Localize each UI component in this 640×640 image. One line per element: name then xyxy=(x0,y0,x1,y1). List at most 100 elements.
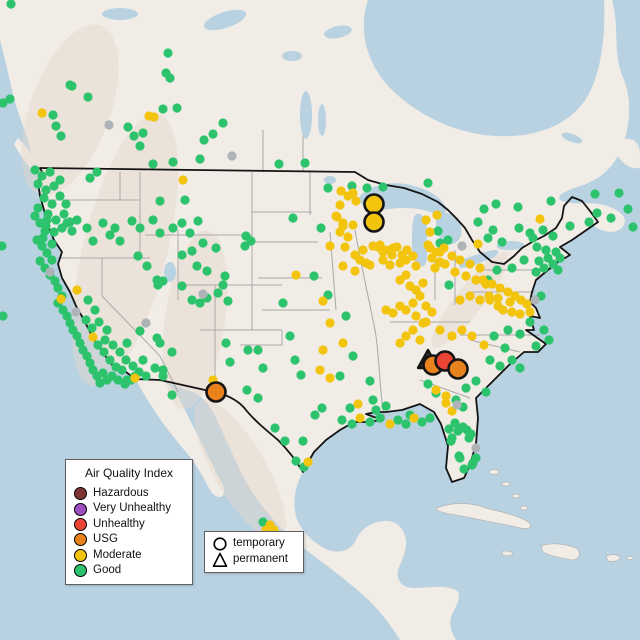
station-dot-good[interactable] xyxy=(253,393,263,403)
station-dot-good[interactable] xyxy=(49,181,59,191)
station-dot-good[interactable] xyxy=(67,226,77,236)
station-dot-moderate[interactable] xyxy=(432,210,442,220)
station-dot-good[interactable] xyxy=(513,202,523,212)
station-dot-moderate[interactable] xyxy=(425,227,435,237)
station-dot-good[interactable] xyxy=(123,122,133,132)
station-dot-good[interactable] xyxy=(49,227,59,237)
station-dot-no-data[interactable] xyxy=(141,318,151,328)
station-dot-good[interactable] xyxy=(30,211,40,221)
station-dot-good[interactable] xyxy=(82,351,92,361)
station-dot-good[interactable] xyxy=(39,193,49,203)
station-dot-moderate[interactable] xyxy=(447,251,457,261)
station-dot-good[interactable] xyxy=(59,209,69,219)
station-dot-good[interactable] xyxy=(218,280,228,290)
station-dot-moderate[interactable] xyxy=(388,243,398,253)
station-dot-moderate[interactable] xyxy=(440,259,450,269)
station-dot-good[interactable] xyxy=(177,281,187,291)
station-dot-moderate[interactable] xyxy=(493,293,503,303)
station-dot-good[interactable] xyxy=(492,265,502,275)
station-dot-good[interactable] xyxy=(35,256,45,266)
station-dot-good[interactable] xyxy=(323,183,333,193)
station-dot-good[interactable] xyxy=(155,228,165,238)
station-dot-good[interactable] xyxy=(453,426,463,436)
station-dot-moderate[interactable] xyxy=(447,331,457,341)
station-dot-moderate[interactable] xyxy=(378,255,388,265)
station-dot-moderate[interactable] xyxy=(343,191,353,201)
station-dot-good[interactable] xyxy=(135,326,145,336)
station-dot-moderate[interactable] xyxy=(381,245,391,255)
station-dot-good[interactable] xyxy=(532,242,542,252)
station-dot-good[interactable] xyxy=(368,395,378,405)
station-dot-moderate[interactable] xyxy=(465,291,475,301)
station-dot-moderate[interactable] xyxy=(408,298,418,308)
station-dot-moderate[interactable] xyxy=(401,255,411,265)
station-dot-moderate[interactable] xyxy=(479,340,489,350)
station-dot-good[interactable] xyxy=(316,223,326,233)
station-dot-moderate[interactable] xyxy=(338,221,348,231)
station-dot-good[interactable] xyxy=(223,296,233,306)
station-dot-good[interactable] xyxy=(61,199,71,209)
station-dot-good[interactable] xyxy=(95,378,105,388)
station-dot-good[interactable] xyxy=(225,357,235,367)
station-dot-good[interactable] xyxy=(270,423,280,433)
station-dot-good[interactable] xyxy=(401,419,411,429)
station-dot-good[interactable] xyxy=(75,338,85,348)
station-dot-good[interactable] xyxy=(41,185,51,195)
station-dot-good[interactable] xyxy=(485,355,495,365)
station-dot-good[interactable] xyxy=(115,236,125,246)
station-dot-no-data[interactable] xyxy=(227,151,237,161)
station-dot-good[interactable] xyxy=(296,370,306,380)
station-dot-good[interactable] xyxy=(100,335,110,345)
station-dot-good[interactable] xyxy=(365,417,375,427)
station-dot-good[interactable] xyxy=(168,157,178,167)
station-dot-moderate[interactable] xyxy=(149,112,159,122)
station-dot-good[interactable] xyxy=(172,103,182,113)
station-dot-good[interactable] xyxy=(534,256,544,266)
station-dot-moderate[interactable] xyxy=(421,317,431,327)
station-dot-good[interactable] xyxy=(546,196,556,206)
station-dot-good[interactable] xyxy=(298,436,308,446)
station-dot-good[interactable] xyxy=(450,418,460,428)
station-dot-good[interactable] xyxy=(62,311,72,321)
station-dot-good[interactable] xyxy=(72,215,82,225)
station-dot-good[interactable] xyxy=(82,223,92,233)
station-dot-good[interactable] xyxy=(375,413,385,423)
station-dot-good[interactable] xyxy=(433,226,443,236)
station-dot-no-data[interactable] xyxy=(71,307,81,317)
station-dot-good[interactable] xyxy=(83,92,93,102)
station-dot-good[interactable] xyxy=(365,376,375,386)
station-dot-good[interactable] xyxy=(300,158,310,168)
station-dot-good[interactable] xyxy=(180,195,190,205)
station-dot-good[interactable] xyxy=(539,263,549,273)
station-dot-good[interactable] xyxy=(105,355,115,365)
station-dot-good[interactable] xyxy=(47,239,57,249)
station-dot-good[interactable] xyxy=(531,267,541,277)
station-dot-moderate[interactable] xyxy=(525,307,535,317)
station-dot-good[interactable] xyxy=(117,365,127,375)
station-dot-no-data[interactable] xyxy=(452,400,462,410)
station-dot-good[interactable] xyxy=(258,363,268,373)
station-dot-good[interactable] xyxy=(495,361,505,371)
highlight-station-moderate[interactable] xyxy=(363,193,385,215)
station-dot-good[interactable] xyxy=(65,318,75,328)
station-dot-good[interactable] xyxy=(614,188,624,198)
station-dot-good[interactable] xyxy=(155,196,165,206)
station-dot-good[interactable] xyxy=(553,265,563,275)
station-dot-good[interactable] xyxy=(393,415,403,425)
station-dot-good[interactable] xyxy=(113,375,123,385)
station-dot-good[interactable] xyxy=(531,341,541,351)
station-dot-good[interactable] xyxy=(192,261,202,271)
station-dot-good[interactable] xyxy=(423,379,433,389)
station-dot-good[interactable] xyxy=(473,217,483,227)
station-dot-good[interactable] xyxy=(35,218,45,228)
station-dot-moderate[interactable] xyxy=(303,457,313,467)
station-dot-good[interactable] xyxy=(98,218,108,228)
station-dot-good[interactable] xyxy=(481,387,491,397)
station-dot-good[interactable] xyxy=(290,355,300,365)
station-dot-good[interactable] xyxy=(347,419,357,429)
station-dot-good[interactable] xyxy=(309,271,319,281)
station-dot-moderate[interactable] xyxy=(522,299,532,309)
station-dot-good[interactable] xyxy=(115,347,125,357)
station-dot-good[interactable] xyxy=(153,280,163,290)
station-dot-moderate[interactable] xyxy=(395,338,405,348)
